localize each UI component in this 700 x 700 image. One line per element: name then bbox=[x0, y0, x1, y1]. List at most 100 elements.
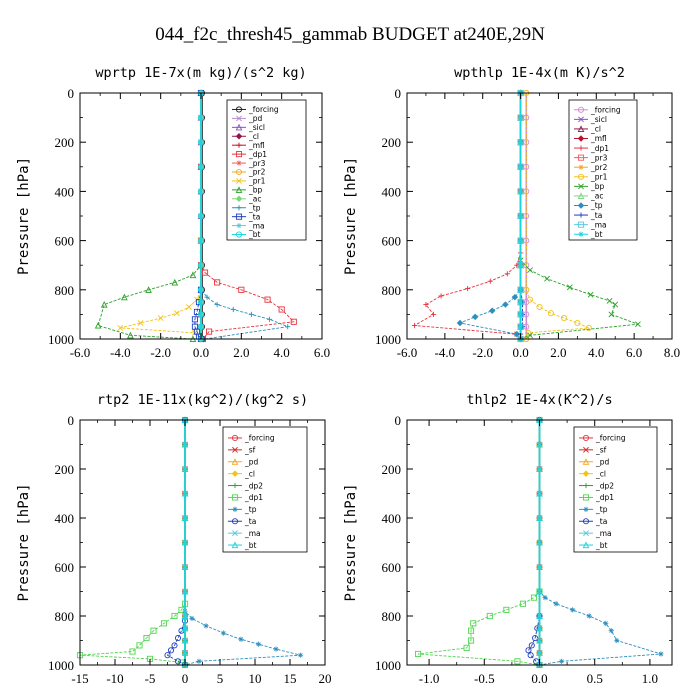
legend-marker bbox=[578, 212, 584, 218]
data-point bbox=[220, 630, 227, 636]
data-point bbox=[467, 637, 475, 644]
legend-label: _bp bbox=[590, 182, 605, 191]
data-point bbox=[517, 311, 524, 317]
data-point bbox=[197, 212, 205, 220]
y-tick-label: 0 bbox=[395, 86, 402, 101]
data-point bbox=[606, 297, 613, 304]
data-point bbox=[536, 636, 543, 644]
data-point bbox=[525, 329, 532, 336]
legend-label: _ma bbox=[595, 529, 612, 538]
data-point bbox=[517, 238, 524, 244]
x-tick-label: -5 bbox=[145, 671, 156, 686]
data-point bbox=[150, 627, 157, 634]
legend-marker bbox=[235, 213, 243, 220]
y-tick-label: 1000 bbox=[375, 658, 401, 673]
data-point bbox=[264, 296, 271, 303]
legend-marker bbox=[582, 518, 590, 525]
data-point bbox=[517, 139, 524, 145]
data-point bbox=[238, 286, 245, 293]
legend-marker bbox=[231, 434, 239, 442]
data-point bbox=[438, 293, 444, 299]
legend-marker bbox=[231, 458, 239, 465]
data-point bbox=[517, 115, 524, 121]
y-tick-label: 0 bbox=[395, 413, 402, 428]
data-point bbox=[536, 649, 543, 656]
series-line bbox=[525, 93, 589, 340]
data-point bbox=[191, 316, 199, 323]
data-point bbox=[181, 563, 189, 571]
data-point bbox=[536, 563, 543, 571]
data-point bbox=[121, 293, 128, 301]
data-point bbox=[463, 644, 470, 651]
y-tick-label: 600 bbox=[382, 560, 402, 575]
y-tick-label: 1000 bbox=[48, 658, 74, 673]
data-point bbox=[456, 319, 464, 327]
data-point bbox=[214, 301, 220, 308]
data-point bbox=[530, 594, 538, 601]
data-point bbox=[181, 587, 189, 595]
data-point bbox=[230, 306, 236, 313]
data-point bbox=[411, 322, 418, 329]
data-point bbox=[527, 332, 533, 339]
data-point bbox=[117, 325, 124, 331]
legend-label: _dp2 bbox=[244, 481, 263, 490]
data-point bbox=[290, 318, 297, 325]
legend-marker bbox=[583, 482, 589, 489]
data-point bbox=[503, 606, 510, 613]
data-point bbox=[214, 279, 221, 286]
data-point bbox=[544, 275, 550, 282]
chart-panel-1: wprtp 1E-7x(m kg)/(s^2 kg) Pressure [hPa]… bbox=[16, 65, 330, 360]
data-point bbox=[197, 163, 205, 170]
data-point bbox=[608, 628, 614, 634]
series-line bbox=[120, 93, 202, 340]
data-point bbox=[587, 291, 594, 298]
series-group bbox=[414, 416, 664, 669]
data-point bbox=[137, 320, 144, 326]
data-point bbox=[486, 612, 493, 620]
legend-label: _forcing bbox=[590, 105, 621, 114]
legend-label: _cl bbox=[244, 469, 255, 478]
legend-label: _cl bbox=[595, 469, 606, 478]
data-point bbox=[157, 315, 164, 322]
legend: _forcing_pd_sicl_cl_mfl_dp1_pr3_pr2_pr1_… bbox=[226, 99, 307, 241]
x-tick-label: -15 bbox=[71, 671, 88, 686]
data-point bbox=[266, 316, 273, 322]
legend-label: _sicl bbox=[590, 115, 607, 124]
data-point bbox=[585, 324, 592, 331]
data-point bbox=[608, 311, 615, 318]
series-line bbox=[458, 93, 522, 340]
data-point bbox=[536, 489, 543, 497]
data-point bbox=[181, 612, 189, 620]
legend-marker bbox=[235, 123, 243, 131]
legend-marker bbox=[582, 541, 590, 549]
data-point bbox=[278, 306, 285, 313]
legend-label: _pd bbox=[244, 457, 259, 466]
x-tick-label: 10 bbox=[249, 671, 262, 686]
x-tick-label: 20 bbox=[319, 671, 332, 686]
data-point bbox=[517, 299, 524, 305]
data-point bbox=[181, 440, 189, 448]
legend-marker bbox=[578, 231, 584, 237]
y-tick-label: 1000 bbox=[375, 332, 401, 347]
series-line bbox=[79, 420, 186, 666]
legend-label: _ta bbox=[244, 517, 256, 526]
legend-label: _pr1 bbox=[248, 177, 266, 186]
y-tick-label: 0 bbox=[68, 86, 75, 101]
data-point bbox=[488, 307, 496, 314]
y-tick-label: 600 bbox=[55, 234, 75, 249]
x-tick-label: 0 bbox=[182, 671, 189, 686]
legend-label: _dp1 bbox=[248, 150, 267, 159]
legend-label: _pd bbox=[595, 457, 610, 466]
data-point bbox=[542, 595, 548, 601]
legend-marker bbox=[577, 192, 585, 199]
legend-label: _bt bbox=[595, 541, 608, 550]
y-tick-label: 800 bbox=[55, 609, 75, 624]
data-point bbox=[164, 652, 171, 659]
data-point bbox=[536, 465, 543, 473]
legend-label: _forcing bbox=[244, 434, 275, 443]
data-point bbox=[536, 624, 543, 632]
x-tick-label: 4.0 bbox=[274, 345, 290, 360]
data-point bbox=[238, 636, 244, 642]
data-point bbox=[603, 620, 609, 626]
x-tick-label: -2.0 bbox=[150, 345, 171, 360]
